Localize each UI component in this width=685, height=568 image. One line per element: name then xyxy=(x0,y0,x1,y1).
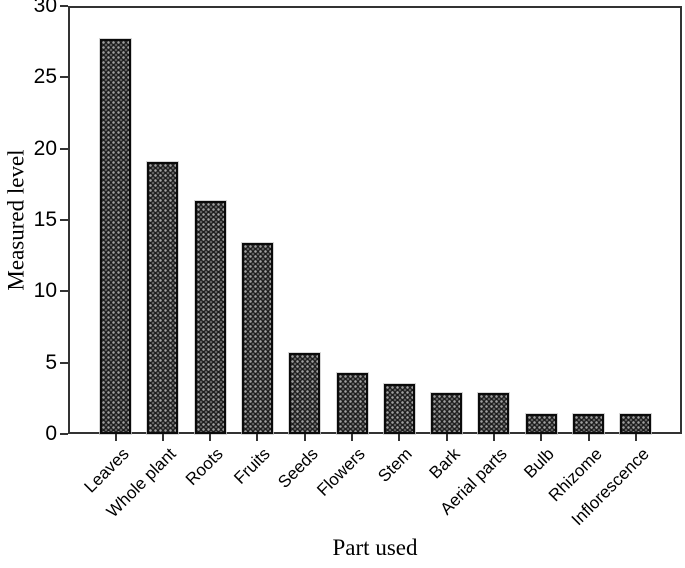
y-tick-label: 25 xyxy=(33,65,57,89)
y-tick-mark xyxy=(60,290,68,293)
x-tick-mark xyxy=(114,434,117,441)
bar-bark xyxy=(431,392,463,434)
x-tick-mark xyxy=(351,434,353,441)
y-tick-label: 10 xyxy=(33,279,57,303)
y-tick-label: 30 xyxy=(33,0,57,18)
y-tick-label: 15 xyxy=(33,208,57,232)
bar-roots xyxy=(194,201,226,434)
y-tick-mark xyxy=(60,76,68,79)
x-tick-mark xyxy=(587,434,590,441)
bar-fruits xyxy=(241,242,273,434)
x-tick-mark xyxy=(540,434,543,441)
bar-whole-plant xyxy=(147,161,179,434)
y-tick-mark xyxy=(60,5,68,7)
y-tick-mark xyxy=(60,361,68,364)
y-tick-label: 0 xyxy=(45,422,57,446)
y-tick-label: 20 xyxy=(33,136,57,160)
x-tick-mark xyxy=(256,434,259,441)
y-tick-mark xyxy=(60,219,68,221)
y-tick-mark xyxy=(60,433,68,435)
x-tick-mark xyxy=(209,434,212,441)
bar-bulb xyxy=(525,414,557,434)
x-tick-mark xyxy=(398,434,401,441)
bar-inflorescence xyxy=(620,414,652,434)
x-tick-mark xyxy=(492,434,495,441)
bar-leaves xyxy=(100,38,131,434)
bar-rhizome xyxy=(573,414,604,434)
x-tick-mark xyxy=(445,434,448,441)
x-axis-label: Part used xyxy=(332,535,418,560)
bar-stem xyxy=(383,384,415,434)
x-tick-mark xyxy=(634,434,637,441)
x-tick-mark xyxy=(303,434,306,441)
x-tick-mark xyxy=(161,434,164,441)
bar-seeds xyxy=(289,352,321,434)
bar-flowers xyxy=(336,372,368,434)
y-tick-label: 5 xyxy=(45,350,57,374)
bar-aerial-parts xyxy=(478,392,510,434)
y-tick-mark xyxy=(60,147,68,150)
